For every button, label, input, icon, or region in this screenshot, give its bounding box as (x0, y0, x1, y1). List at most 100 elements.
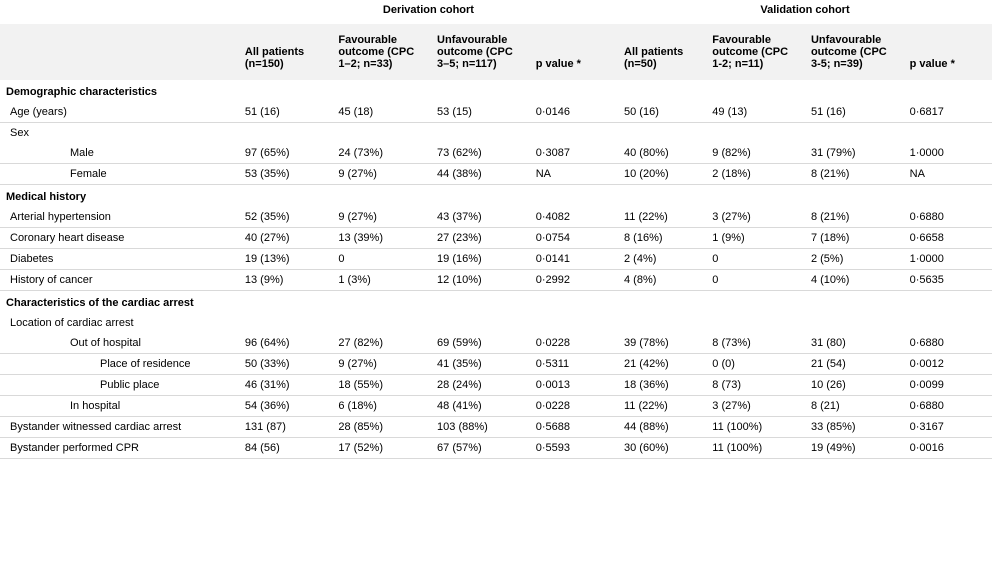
row-label: Place of residence (0, 354, 239, 375)
row-label: In hospital (0, 396, 239, 417)
cell: 0·0013 (530, 375, 618, 396)
cell: 2 (5%) (805, 249, 904, 270)
section-title: Medical history (0, 185, 992, 208)
cell (239, 313, 332, 333)
cell (239, 123, 332, 144)
cell: 0·3167 (904, 417, 992, 438)
cell: NA (904, 164, 992, 185)
cell: 0·6880 (904, 333, 992, 354)
cell (431, 123, 530, 144)
cell: 21 (54) (805, 354, 904, 375)
cell: 1·0000 (904, 249, 992, 270)
cell: 8 (73%) (706, 333, 805, 354)
cell: 3 (27%) (706, 207, 805, 228)
col-fav-derivation: Favourable outcome (CPC 1–2; n=33) (332, 24, 431, 80)
cell: 50 (33%) (239, 354, 332, 375)
cell: 28 (85%) (332, 417, 431, 438)
cell: 39 (78%) (618, 333, 706, 354)
table-row: History of cancer13 (9%)1 (3%)12 (10%)0·… (0, 270, 992, 291)
cell: 11 (100%) (706, 417, 805, 438)
cell: 1·0000 (904, 143, 992, 164)
cell (706, 123, 805, 144)
table-row: Bystander witnessed cardiac arrest131 (8… (0, 417, 992, 438)
row-label: Public place (0, 375, 239, 396)
cell: 0 (0) (706, 354, 805, 375)
row-label: Out of hospital (0, 333, 239, 354)
cell: 4 (10%) (805, 270, 904, 291)
cell: 0·0228 (530, 333, 618, 354)
row-label: Bystander performed CPR (0, 438, 239, 459)
cell: 8 (21%) (805, 207, 904, 228)
cell (332, 313, 431, 333)
cell: 44 (38%) (431, 164, 530, 185)
cell: 2 (4%) (618, 249, 706, 270)
cell: 24 (73%) (332, 143, 431, 164)
col-p-validation: p value * (904, 24, 992, 80)
cell (706, 313, 805, 333)
cell (530, 123, 618, 144)
cell: 31 (80) (805, 333, 904, 354)
section-title: Demographic characteristics (0, 80, 992, 102)
cell: 6 (18%) (332, 396, 431, 417)
cell: 51 (16) (239, 102, 332, 123)
col-all-validation: All patients (n=50) (618, 24, 706, 80)
row-label: Arterial hypertension (0, 207, 239, 228)
cell: 17 (52%) (332, 438, 431, 459)
row-label: Sex (0, 123, 239, 144)
cell: 11 (100%) (706, 438, 805, 459)
col-unfav-derivation: Unfavourable outcome (CPC 3–5; n=117) (431, 24, 530, 80)
row-label: Location of cardiac arrest (0, 313, 239, 333)
table-row: Age (years)51 (16)45 (18)53 (15)0·014650… (0, 102, 992, 123)
table-row: Bystander performed CPR84 (56)17 (52%)67… (0, 438, 992, 459)
cell: 53 (35%) (239, 164, 332, 185)
row-label: Age (years) (0, 102, 239, 123)
cell: 40 (27%) (239, 228, 332, 249)
table-row: Location of cardiac arrest (0, 313, 992, 333)
col-fav-validation: Favourable outcome (CPC 1-2; n=11) (706, 24, 805, 80)
validation-cohort-header: Validation cohort (618, 0, 992, 24)
cell: 10 (20%) (618, 164, 706, 185)
cell: 9 (27%) (332, 164, 431, 185)
cell: 0 (332, 249, 431, 270)
cell: 49 (13) (706, 102, 805, 123)
cell: 40 (80%) (618, 143, 706, 164)
col-unfav-validation: Unfavourable outcome (CPC 3-5; n=39) (805, 24, 904, 80)
cell: 8 (21) (805, 396, 904, 417)
cell: 3 (27%) (706, 396, 805, 417)
table-row: Place of residence50 (33%)9 (27%)41 (35%… (0, 354, 992, 375)
row-label: Female (0, 164, 239, 185)
cell (618, 123, 706, 144)
cell: 43 (37%) (431, 207, 530, 228)
cell: 8 (21%) (805, 164, 904, 185)
cell: 53 (15) (431, 102, 530, 123)
cell: 0·0146 (530, 102, 618, 123)
cell: 0·6658 (904, 228, 992, 249)
cell: 48 (41%) (431, 396, 530, 417)
cell: 67 (57%) (431, 438, 530, 459)
table-row: In hospital54 (36%)6 (18%)48 (41%)0·0228… (0, 396, 992, 417)
cell: 46 (31%) (239, 375, 332, 396)
cell: 69 (59%) (431, 333, 530, 354)
row-label: Diabetes (0, 249, 239, 270)
cell: 41 (35%) (431, 354, 530, 375)
cell: 33 (85%) (805, 417, 904, 438)
cell: 9 (27%) (332, 207, 431, 228)
cell: 84 (56) (239, 438, 332, 459)
cell (431, 313, 530, 333)
cell: 0·0228 (530, 396, 618, 417)
cell: 8 (73) (706, 375, 805, 396)
cell: 0 (706, 270, 805, 291)
cell: 11 (22%) (618, 396, 706, 417)
cell: 44 (88%) (618, 417, 706, 438)
cell: 0·4082 (530, 207, 618, 228)
derivation-cohort-header: Derivation cohort (239, 0, 618, 24)
cohort-table: Derivation cohortValidation cohortAll pa… (0, 0, 992, 459)
col-p-derivation: p value * (530, 24, 618, 80)
cell (904, 123, 992, 144)
cell: 8 (16%) (618, 228, 706, 249)
cell: 4 (8%) (618, 270, 706, 291)
cell: 54 (36%) (239, 396, 332, 417)
cell: 19 (13%) (239, 249, 332, 270)
section-header: Characteristics of the cardiac arrest (0, 291, 992, 314)
cell: 2 (18%) (706, 164, 805, 185)
